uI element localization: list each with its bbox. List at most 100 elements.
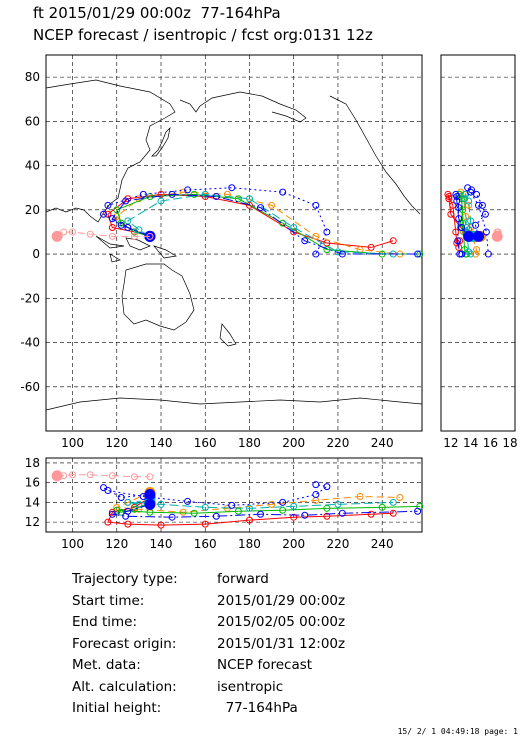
map-trajectory-point (113, 206, 121, 214)
map-y-tick-label: -40 (20, 336, 40, 350)
coastline-north-pacific (179, 91, 307, 123)
bottom-trajectory-point (184, 497, 192, 505)
map-trajectory-point (323, 246, 331, 254)
bottom-trajectory-point (301, 511, 309, 519)
map-trajectory-point (416, 250, 424, 258)
map-panel-frame (45, 54, 423, 432)
coastline-japan (151, 126, 171, 157)
coastline-north-america (329, 95, 421, 215)
side-trajectory-point (457, 219, 465, 227)
side-panel-frame (440, 54, 516, 432)
map-trajectory-point (130, 232, 138, 240)
map-trajectory-point (323, 228, 331, 236)
map-trajectory-point (414, 250, 422, 258)
info-value: forward (217, 571, 269, 587)
map-y-tick-label: -20 (20, 291, 40, 305)
side-trajectory-point (465, 197, 473, 205)
info-value: NCEP forecast (217, 657, 313, 673)
side-trajectory-point (482, 228, 490, 236)
bottom-y-tick-label: 14 (25, 495, 40, 509)
bottom-trajectory-point (257, 510, 265, 518)
map-trajectory-point (117, 219, 125, 227)
bottom-trajectory-point (323, 483, 331, 491)
map-trajectory-point (257, 204, 265, 212)
bottom-trajectory-point (122, 512, 130, 520)
bottom-trajectory-point (124, 498, 132, 506)
info-value: 2015/01/29 00:00z (217, 592, 346, 609)
bottom-trajectory-point (414, 507, 422, 515)
side-trajectory-point (472, 230, 484, 242)
bottom-trajectory-point (268, 500, 276, 508)
bottom-x-tick-label: 120 (105, 537, 128, 551)
info-label: Start time: (72, 592, 145, 609)
bottom-x-tick-label: 180 (238, 537, 261, 551)
bottom-x-tick-label: 100 (61, 537, 84, 551)
bottom-y-tick-label: 18 (25, 456, 40, 470)
bottom-trajectory-point (144, 489, 156, 501)
coastline-new-zealand (219, 323, 237, 347)
map-x-tick-label: 160 (194, 436, 217, 450)
side-trajectories (444, 184, 503, 258)
bottom-trajectory-point (356, 492, 364, 500)
bottom-trajectory-point (100, 484, 108, 492)
bottom-trajectory-point (323, 512, 331, 520)
map-trajectory-point (104, 201, 112, 209)
side-trajectory-point (474, 201, 482, 209)
map-trajectory-point (100, 210, 108, 218)
bottom-trajectory-point (201, 520, 209, 528)
side-trajectory-point (473, 246, 481, 254)
bottom-trajectory-point (108, 508, 116, 516)
coastline-indonesia (95, 235, 177, 263)
side-trajectory-point (445, 195, 453, 203)
side-trajectory-point (467, 217, 475, 225)
info-label: Met. data: (72, 657, 141, 673)
bottom-trajectory-point (69, 471, 77, 479)
bottom-trajectory-point (86, 471, 94, 479)
map-trajectory-point (245, 201, 253, 209)
bottom-trajectory-point (378, 503, 386, 511)
side-trajectory-point (463, 230, 475, 242)
bottom-trajectory-point (108, 472, 116, 480)
side-trajectory-point (463, 224, 471, 232)
bottom-trajectory-point (130, 505, 138, 513)
bottom-trajectory-line (57, 474, 150, 478)
bottom-trajectory-point (51, 470, 63, 482)
map-trajectory-point (108, 232, 116, 240)
bottom-trajectory-point (124, 520, 132, 528)
info-label: Forecast origin: (72, 635, 177, 652)
bottom-trajectory-point (146, 473, 154, 481)
map-grid (46, 55, 422, 431)
map-y-tick-label: 20 (25, 203, 40, 217)
side-trajectory-point (449, 201, 457, 209)
map-trajectory-point (108, 215, 116, 223)
map-x-tick-label: 120 (105, 436, 128, 450)
map-trajectory-point (69, 228, 77, 236)
bottom-trajectory-point (389, 498, 397, 506)
bottom-trajectory-point (135, 500, 143, 508)
map-trajectory-point (312, 232, 320, 240)
coastline-australia (121, 263, 195, 331)
map-y-tick-label: 40 (25, 159, 40, 173)
bottom-trajectory-point (190, 509, 198, 517)
map-trajectory-point (389, 237, 397, 245)
bottom-trajectory-point (334, 500, 342, 508)
map-axes: 100 120 140 160 180 200 220 240 -60 -40 -20 0 20 40 60… (20, 70, 393, 450)
coastlines (45, 79, 423, 411)
bottom-y-tick-label: 16 (25, 476, 40, 490)
map-trajectory-line (111, 193, 418, 255)
side-trajectory-point (484, 250, 492, 258)
bottom-trajectory-point (228, 501, 236, 509)
map-x-tick-label: 100 (61, 436, 84, 450)
bottom-trajectory-point (290, 513, 298, 521)
map-trajectory-point (279, 188, 287, 196)
map-trajectory-point (86, 230, 94, 238)
bottom-trajectory-point (338, 509, 346, 517)
coastline-asia (45, 79, 176, 223)
map-trajectory-point (60, 228, 68, 236)
bottom-trajectory-point (117, 493, 125, 501)
map-trajectory-point (51, 230, 63, 242)
map-trajectory-point (157, 190, 165, 198)
chart-title-line1: ft 2015/01/29 00:00z 77-164hPa (33, 4, 281, 22)
map-trajectory-line (116, 191, 400, 255)
bottom-trajectory-point (245, 516, 253, 524)
